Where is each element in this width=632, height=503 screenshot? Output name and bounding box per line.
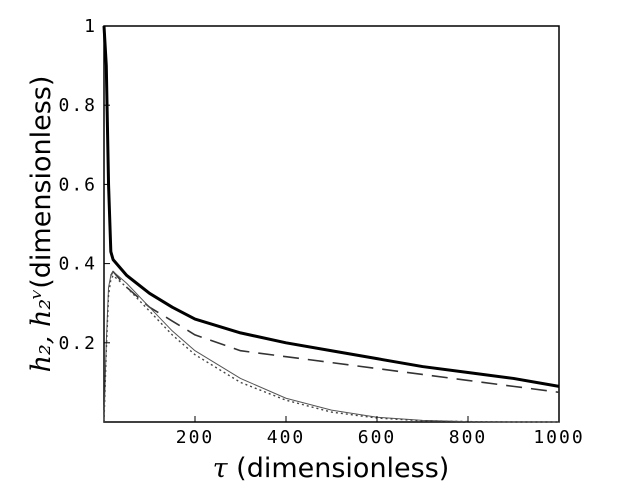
y-axis-title: h₂, h₂ᵛ(dimensionless): [26, 76, 57, 373]
series-line-1: [102, 25, 560, 388]
series-line-3: [103, 271, 559, 423]
y-axis-symbols: h₂, h₂ᵛ: [26, 289, 57, 373]
y-tick-label: 0.4: [58, 254, 97, 275]
x-axis-label-text: (dimensionless): [228, 453, 450, 484]
x-tick-label: 600: [358, 427, 397, 448]
series-layer: [102, 25, 560, 423]
x-tick-label: 400: [267, 427, 306, 448]
y-axis-label-text: (dimensionless): [26, 76, 57, 289]
plot-frame: [103, 25, 560, 423]
y-axis-ticks: 0.2 0.4 0.6 0.8 1: [58, 16, 110, 354]
y-tick-label: 1: [84, 16, 97, 37]
y-tick-label: 0.6: [58, 174, 97, 195]
x-axis-title: τ (dimensionless): [213, 453, 450, 484]
y-tick-label: 0.8: [58, 95, 97, 116]
series-line-4: [103, 274, 559, 423]
x-tick-label: 200: [176, 427, 215, 448]
x-tick-label: 800: [449, 427, 488, 448]
x-tick-label: 1000: [533, 427, 584, 448]
y-tick-label: 0.2: [58, 333, 97, 354]
x-axis-ticks: 200 400 600 800 1000: [176, 416, 584, 448]
x-axis-symbol: τ: [213, 453, 229, 484]
